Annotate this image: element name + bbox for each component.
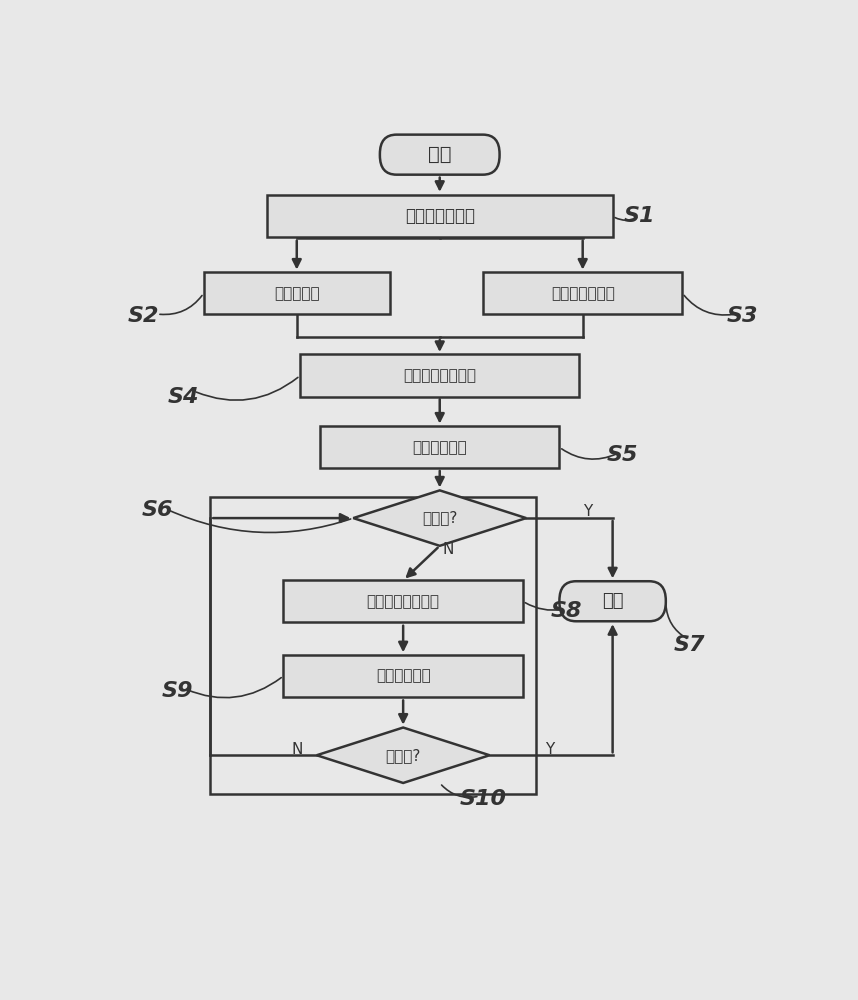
Text: 选择控制装置: 选择控制装置 bbox=[376, 668, 431, 683]
Text: 控制参数初次分级: 控制参数初次分级 bbox=[403, 368, 476, 383]
Bar bbox=[267, 195, 613, 237]
FancyBboxPatch shape bbox=[380, 135, 499, 175]
Text: S9: S9 bbox=[161, 681, 193, 701]
Bar bbox=[300, 354, 579, 397]
Text: N: N bbox=[442, 542, 453, 557]
Text: 选择控制装置: 选择控制装置 bbox=[413, 440, 467, 455]
Text: 可行性?: 可行性? bbox=[422, 511, 457, 526]
Text: Y: Y bbox=[583, 504, 593, 519]
Text: 可行性?: 可行性? bbox=[385, 748, 420, 763]
Text: S4: S4 bbox=[168, 387, 199, 407]
Bar bbox=[283, 655, 523, 697]
Text: S5: S5 bbox=[607, 445, 638, 465]
Text: S2: S2 bbox=[128, 306, 160, 326]
Bar bbox=[483, 272, 682, 314]
Text: 开始: 开始 bbox=[428, 145, 451, 164]
Text: S6: S6 bbox=[142, 500, 172, 520]
Bar bbox=[320, 426, 559, 468]
Bar bbox=[283, 580, 523, 622]
Bar bbox=[203, 272, 390, 314]
Text: 给出控制参数集: 给出控制参数集 bbox=[405, 207, 474, 225]
Text: S7: S7 bbox=[674, 635, 704, 655]
Text: S8: S8 bbox=[550, 601, 582, 621]
Text: S3: S3 bbox=[727, 306, 758, 326]
Text: 相对稳定性分析: 相对稳定性分析 bbox=[551, 286, 614, 301]
Text: S10: S10 bbox=[459, 789, 506, 809]
Text: 控制参数二次分级: 控制参数二次分级 bbox=[366, 594, 439, 609]
Polygon shape bbox=[353, 490, 526, 546]
Text: 完成: 完成 bbox=[601, 592, 624, 610]
Polygon shape bbox=[317, 728, 490, 783]
FancyBboxPatch shape bbox=[559, 581, 666, 621]
Bar bbox=[210, 497, 536, 794]
Text: S1: S1 bbox=[624, 206, 655, 226]
Text: N: N bbox=[291, 742, 303, 757]
Text: 敏感性分析: 敏感性分析 bbox=[274, 286, 319, 301]
Text: Y: Y bbox=[545, 742, 554, 757]
